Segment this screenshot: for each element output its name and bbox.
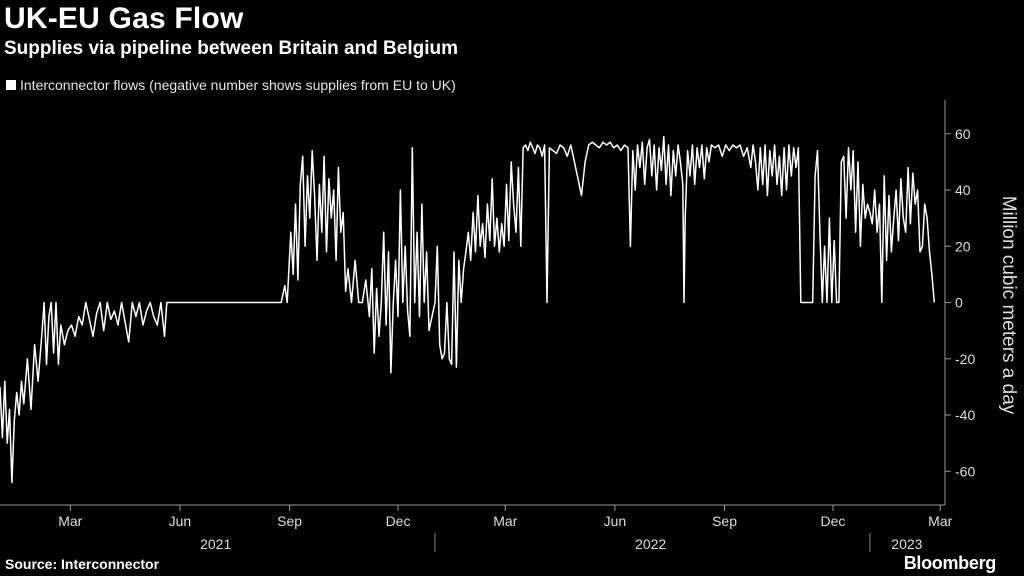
chart-title: UK-EU Gas Flow [4,2,244,35]
bloomberg-logo: Bloomberg [903,553,997,573]
legend-label: Interconnector flows (negative number sh… [20,77,456,93]
y-tick-label: 0 [955,295,963,311]
year-label: 2023 [891,536,922,552]
legend: Interconnector flows (negative number sh… [6,77,456,93]
x-tick-label: Mar [493,513,517,529]
x-tick-label: Dec [386,513,411,529]
x-tick-label: Jun [604,513,627,529]
x-tick-label: Dec [821,513,846,529]
series-line-interconnector-flows [0,135,936,484]
y-axis-label: Million cubic meters a day [998,196,1019,415]
axes: -60 -40 -20 0 20 40 60 Mar Jun Sep Dec Mar Jun Sep Dec… [0,100,975,552]
x-tick-label: Sep [712,513,737,529]
y-tick-label: 40 [955,182,971,198]
legend-swatch [6,80,16,90]
y-tick-label: 20 [955,238,971,254]
y-tick-label: 60 [955,126,971,142]
x-tick-label: Mar [58,513,82,529]
y-tick-label: -60 [955,463,975,479]
y-tick-label: -40 [955,407,975,423]
source-note: Source: Interconnector [5,556,160,572]
x-tick-label: Mar [928,513,952,529]
series-layer [0,135,936,484]
x-tick-label: Jun [169,513,192,529]
x-tick-label: Sep [277,513,302,529]
year-label: 2022 [635,536,666,552]
chart-subtitle: Supplies via pipeline between Britain an… [4,38,458,59]
year-label: 2021 [200,536,231,552]
y-tick-label: -20 [955,351,975,367]
